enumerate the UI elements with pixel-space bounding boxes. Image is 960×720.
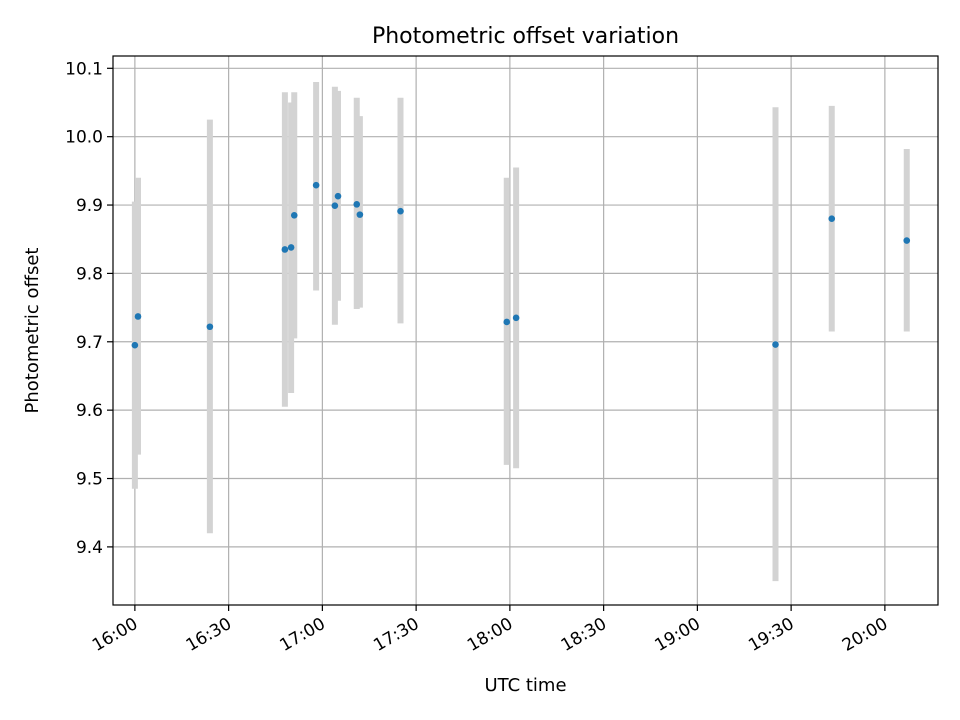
y-tick-label: 10.1	[65, 59, 103, 79]
x-tick-label: 17:00	[276, 614, 328, 656]
data-point	[281, 246, 289, 253]
plot-area-frame	[112, 55, 939, 606]
y-tick-label: 9.7	[76, 333, 103, 353]
y-tick-label: 9.5	[76, 470, 103, 490]
data-point	[134, 313, 142, 320]
data-point	[206, 323, 214, 331]
data-points	[131, 181, 911, 349]
data-point	[331, 202, 339, 210]
y-axis-label: Photometric offset	[22, 248, 43, 414]
x-tick-label: 18:30	[558, 614, 610, 656]
data-point	[828, 215, 836, 223]
data-point	[131, 341, 139, 349]
data-point	[312, 181, 320, 189]
y-tick-label: 9.8	[76, 264, 103, 284]
x-tick-label: 19:30	[745, 614, 797, 656]
x-tick-label: 18:00	[464, 614, 516, 656]
y-tick-label: 9.9	[76, 196, 103, 216]
data-point	[397, 207, 404, 215]
x-axis-label: UTC time	[484, 675, 566, 696]
data-point	[356, 211, 364, 218]
y-axis-ticks: 9.4 9.5 9.6 9.7 9.8 9.9 10.0 10.1	[65, 59, 113, 558]
y-tick-label: 9.6	[76, 401, 103, 421]
x-tick-label: 19:00	[651, 614, 703, 656]
y-tick-label: 9.4	[76, 538, 103, 558]
x-tick-label: 16:00	[89, 614, 141, 656]
data-point	[903, 237, 911, 244]
data-point	[772, 341, 779, 348]
data-point	[290, 211, 298, 219]
grid-lines	[113, 56, 938, 605]
data-point	[512, 314, 520, 322]
x-axis-ticks: 16:00 16:30 17:00 17:30 18:00 18:30 19:00 19:30…	[89, 605, 891, 656]
data-point	[353, 201, 361, 208]
data-point	[287, 244, 295, 251]
data-point	[503, 318, 511, 326]
data-point	[334, 192, 342, 200]
x-tick-label: 20:00	[839, 614, 891, 656]
chart-title: Photometric offset variation	[372, 24, 679, 49]
x-tick-label: 16:30	[183, 614, 235, 656]
y-tick-label: 10.0	[65, 128, 103, 148]
x-tick-label: 17:30	[370, 614, 422, 656]
